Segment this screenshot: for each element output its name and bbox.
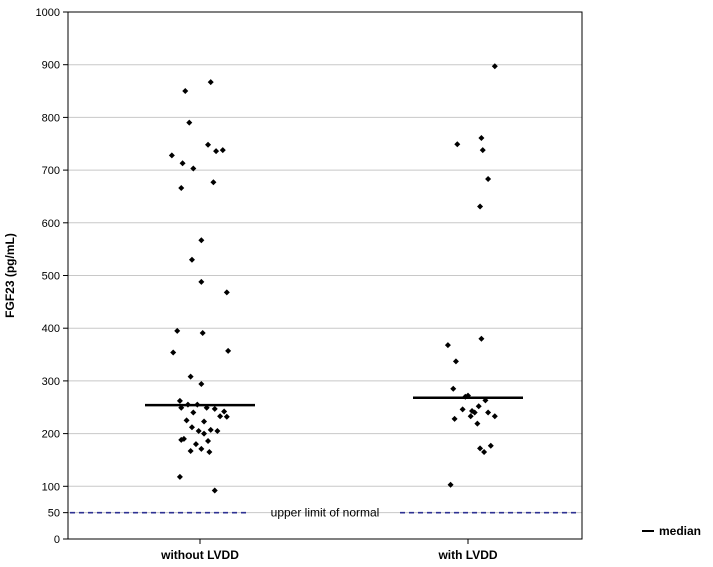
- data-point: [213, 148, 220, 155]
- data-points: [168, 63, 498, 494]
- data-point: [187, 373, 194, 380]
- data-point: [467, 413, 474, 420]
- data-point: [491, 63, 498, 70]
- data-point: [474, 420, 481, 427]
- data-point: [192, 441, 199, 448]
- x-category-label: without LVDD: [160, 548, 239, 562]
- data-point: [187, 447, 194, 454]
- y-tick-label: 600: [42, 218, 60, 230]
- data-point: [178, 185, 185, 192]
- data-point: [491, 413, 498, 420]
- data-point: [190, 409, 197, 416]
- data-point: [214, 427, 221, 434]
- x-category-label: with LVDD: [437, 548, 497, 562]
- data-point: [477, 203, 484, 210]
- data-point: [188, 424, 195, 431]
- data-point: [207, 426, 214, 433]
- x-axis-categories: without LVDD with LVDD: [160, 539, 498, 562]
- data-point: [207, 79, 214, 86]
- data-point: [219, 147, 226, 154]
- y-tick-label: 1000: [36, 7, 60, 19]
- reference-line-group: upper limit of normal: [70, 506, 580, 520]
- data-point: [478, 134, 485, 141]
- y-tick-label: 900: [42, 60, 60, 72]
- data-point: [479, 147, 486, 154]
- data-point: [178, 436, 185, 443]
- y-axis-title: FGF23 (pg/mL): [3, 233, 17, 318]
- legend: median: [642, 524, 701, 538]
- data-point: [168, 152, 175, 159]
- data-point: [447, 481, 454, 488]
- data-point: [198, 278, 205, 285]
- y-tick-label: 500: [42, 271, 60, 283]
- data-point: [176, 473, 183, 480]
- data-point: [183, 417, 190, 424]
- y-tick-label: 50: [48, 508, 60, 520]
- y-axis-ticks: 0 50 100 200 300 400 500 600 700 800 900 1000: [36, 7, 68, 546]
- data-point: [452, 358, 459, 365]
- data-point: [217, 413, 224, 420]
- data-point: [178, 404, 185, 411]
- y-tick-label: 800: [42, 112, 60, 124]
- data-point: [223, 289, 230, 296]
- data-point: [174, 327, 181, 334]
- data-point: [471, 409, 478, 416]
- data-point: [195, 427, 202, 434]
- data-point: [451, 415, 458, 422]
- y-tick-label: 700: [42, 165, 60, 177]
- y-tick-label: 0: [54, 534, 60, 546]
- data-point: [485, 176, 492, 183]
- data-point: [223, 413, 230, 420]
- data-point: [485, 409, 492, 416]
- data-point: [478, 335, 485, 342]
- data-point: [477, 445, 484, 452]
- data-point: [221, 408, 228, 415]
- data-point: [199, 329, 206, 336]
- data-point: [198, 381, 205, 388]
- data-point: [444, 342, 451, 349]
- data-point: [184, 401, 191, 408]
- data-point: [203, 404, 210, 411]
- data-point: [176, 397, 183, 404]
- y-tick-label: 100: [42, 481, 60, 493]
- median-lines: [145, 396, 523, 407]
- data-point: [487, 442, 494, 449]
- data-point: [205, 437, 212, 444]
- legend-median-label: median: [659, 524, 701, 538]
- data-point: [475, 403, 482, 410]
- data-point: [179, 160, 186, 167]
- data-point: [482, 397, 489, 404]
- data-point: [205, 141, 212, 148]
- data-point: [210, 179, 217, 186]
- data-point: [201, 418, 208, 425]
- data-point: [481, 449, 488, 456]
- gridlines: [68, 64, 582, 514]
- data-point: [225, 347, 232, 354]
- data-point: [211, 405, 218, 412]
- data-point: [450, 385, 457, 392]
- data-point: [211, 487, 218, 494]
- data-point: [170, 349, 177, 356]
- y-tick-label: 200: [42, 429, 60, 441]
- y-tick-label: 300: [42, 376, 60, 388]
- data-point: [186, 119, 193, 126]
- data-point: [188, 256, 195, 263]
- data-point: [206, 449, 213, 456]
- data-point: [194, 401, 201, 408]
- data-point: [182, 88, 189, 95]
- y-tick-label: 400: [42, 323, 60, 335]
- data-point: [190, 165, 197, 172]
- data-point: [198, 237, 205, 244]
- data-point: [454, 141, 461, 148]
- data-point: [459, 406, 466, 413]
- data-point: [198, 445, 205, 452]
- data-point: [462, 393, 469, 400]
- reference-line-label: upper limit of normal: [271, 506, 380, 520]
- data-point: [201, 430, 208, 437]
